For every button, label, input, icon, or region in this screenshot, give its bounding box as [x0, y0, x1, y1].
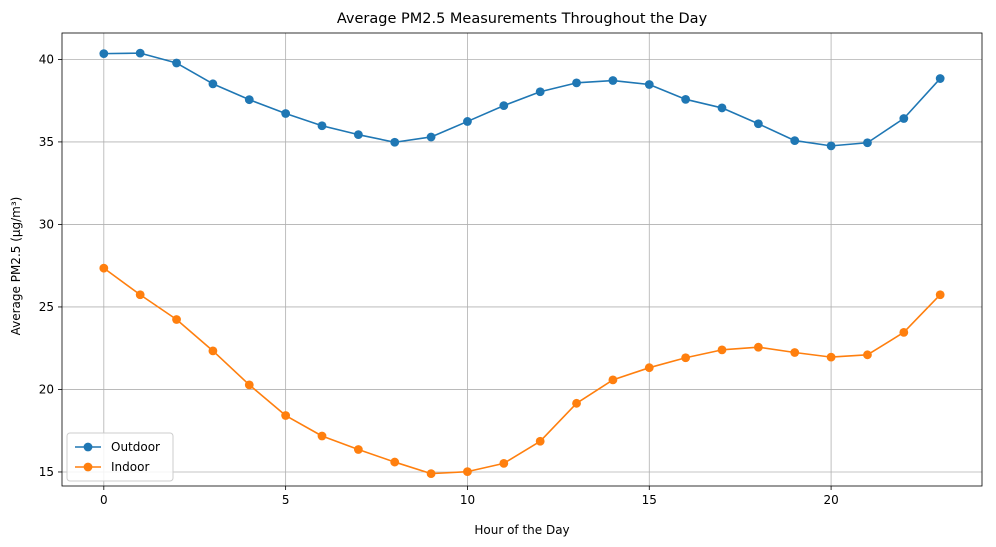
- legend-label-indoor: Indoor: [111, 460, 149, 474]
- x-tick-label: 0: [100, 493, 108, 507]
- data-point-indoor: [317, 431, 327, 441]
- data-point-outdoor: [899, 114, 909, 123]
- data-point-indoor: [390, 457, 400, 467]
- legend-label-outdoor: Outdoor: [111, 440, 160, 454]
- legend-box: [66, 432, 174, 482]
- data-point-indoor: [753, 342, 763, 352]
- data-point-indoor: [935, 290, 945, 300]
- data-point-indoor: [244, 380, 254, 390]
- data-point-indoor: [135, 290, 145, 300]
- data-point-outdoor: [608, 76, 618, 85]
- data-point-outdoor: [790, 136, 800, 145]
- data-point-outdoor: [244, 95, 254, 105]
- data-point-indoor: [426, 469, 436, 479]
- data-point-indoor: [826, 352, 836, 362]
- axes-frame: [61, 32, 983, 487]
- data-point-indoor: [208, 346, 218, 356]
- x-tick-label: 15: [642, 493, 657, 507]
- grid-lines: [62, 33, 982, 486]
- data-point-outdoor: [99, 49, 109, 59]
- y-tick-label: 40: [39, 52, 54, 66]
- data-point-indoor: [863, 350, 872, 360]
- series-line-outdoor: [103, 52, 941, 147]
- data-point-outdoor: [681, 94, 691, 104]
- data-point-outdoor: [717, 103, 727, 113]
- data-point-indoor: [172, 315, 181, 324]
- data-point-indoor: [499, 458, 509, 468]
- series-line-indoor: [103, 267, 941, 475]
- data-point-outdoor: [499, 101, 509, 111]
- tick-labels: 0 5 10 15 20 15 20 25 30 35 40: [39, 52, 839, 507]
- data-point-indoor: [681, 353, 691, 363]
- data-point-outdoor: [463, 117, 472, 126]
- data-point-outdoor: [390, 137, 400, 147]
- data-point-indoor: [99, 263, 109, 273]
- x-axis-label: Hour of the Day: [474, 523, 569, 537]
- data-point-outdoor: [172, 58, 181, 68]
- data-point-indoor: [717, 345, 727, 355]
- plot-series: [99, 48, 945, 479]
- legend-marker-outdoor: [83, 442, 93, 452]
- data-point-outdoor: [317, 121, 327, 131]
- data-point-outdoor: [572, 78, 581, 88]
- y-tick-label: 20: [39, 382, 54, 396]
- data-point-indoor: [353, 445, 363, 454]
- legend-marker-indoor: [83, 462, 93, 472]
- data-point-indoor: [535, 436, 545, 446]
- data-point-outdoor: [135, 48, 145, 58]
- data-point-outdoor: [353, 130, 363, 140]
- y-tick-label: 25: [39, 300, 54, 314]
- data-point-indoor: [790, 348, 800, 357]
- data-point-indoor: [572, 398, 581, 408]
- y-axis-label: Average PM2.5 (μg/m³): [9, 197, 23, 336]
- y-tick-label: 15: [39, 465, 54, 479]
- data-point-indoor: [899, 327, 909, 337]
- y-tick-label: 30: [39, 217, 54, 231]
- plot-border: [61, 32, 983, 487]
- data-point-outdoor: [281, 109, 291, 118]
- y-tick-label: 35: [39, 135, 54, 149]
- data-point-outdoor: [208, 79, 218, 89]
- chart-title: Average PM2.5 Measurements Throughout th…: [337, 11, 708, 27]
- data-point-indoor: [608, 375, 618, 385]
- legend: Outdoor Indoor: [66, 432, 174, 482]
- data-point-outdoor: [753, 119, 763, 129]
- x-tick-label: 5: [282, 493, 290, 507]
- data-point-outdoor: [535, 87, 545, 97]
- x-tick-label: 10: [460, 493, 475, 507]
- data-point-outdoor: [863, 138, 872, 148]
- data-point-outdoor: [826, 141, 836, 151]
- data-point-outdoor: [935, 74, 945, 83]
- x-tick-label: 20: [823, 493, 838, 507]
- data-point-outdoor: [644, 80, 654, 89]
- data-point-indoor: [644, 363, 654, 373]
- data-point-indoor: [281, 411, 291, 420]
- data-point-indoor: [463, 467, 472, 477]
- data-point-outdoor: [426, 132, 436, 142]
